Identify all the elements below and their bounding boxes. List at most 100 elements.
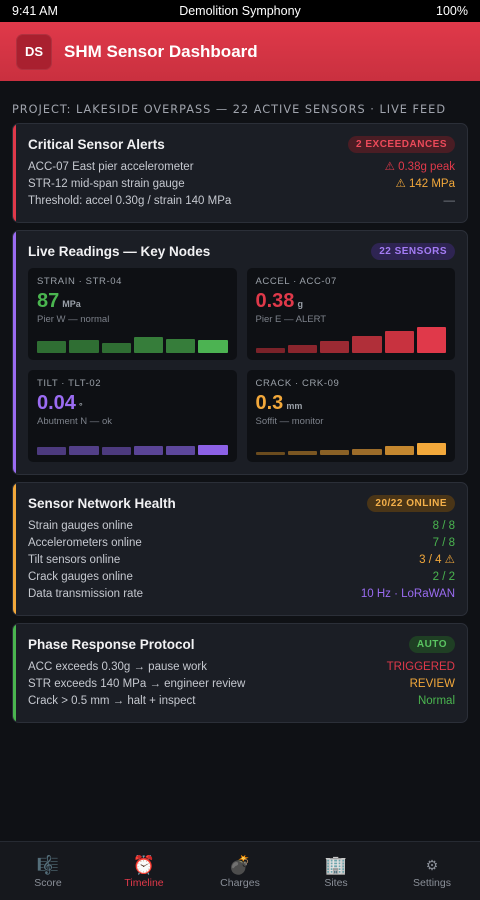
- alerts-card[interactable]: Critical Sensor Alerts 2 EXCEEDANCES ACC…: [12, 123, 468, 223]
- tile-sparkbars: [37, 327, 228, 353]
- tile-sparkbars: [255, 327, 446, 353]
- protocol-row-value: REVIEW: [409, 678, 455, 690]
- network-row-label: Crack gauges online: [28, 571, 133, 583]
- tab-label: Score: [34, 877, 62, 889]
- spark-bar: [287, 345, 317, 353]
- reading-tile[interactable]: ACCEL · ACC-07 0.38 g Pier E — ALERT: [246, 268, 455, 360]
- protocol-row-label: STR exceeds 140 MPa → engineer review: [28, 678, 246, 690]
- status-bar: 9:41 AM Demolition Symphony 100%: [0, 0, 480, 22]
- protocol-row: Crack > 0.5 mm → halt + inspect Normal: [28, 693, 455, 710]
- spark-bar: [133, 445, 163, 455]
- spark-bar: [133, 337, 163, 353]
- protocol-row-value: TRIGGERED: [386, 661, 455, 673]
- alert-row: ACC-07 East pier accelerometer ⚠ 0.38g pe…: [28, 159, 455, 176]
- spark-bar: [320, 341, 350, 353]
- tab-timeline[interactable]: ⏰ Timeline: [96, 842, 192, 900]
- tile-value: 0.04: [37, 392, 76, 414]
- alert-row-value: ⚠ 0.38g peak: [384, 161, 455, 173]
- protocol-row: ACC exceeds 0.30g → pause work TRIGGERED: [28, 659, 455, 676]
- reading-tile[interactable]: STRAIN · STR-04 87 MPa Pier W — normal: [28, 268, 237, 360]
- tile-value: 0.3: [255, 392, 284, 414]
- network-row-value: 10 Hz · LoRaWAN: [360, 588, 455, 600]
- status-battery: 100%: [436, 4, 468, 18]
- page-title: SHM Sensor Dashboard: [64, 41, 258, 61]
- alert-row-label: Threshold: accel 0.30g / strain 140 MPa: [28, 195, 232, 207]
- spark-bar: [198, 444, 228, 455]
- spark-bar: [255, 452, 285, 455]
- spark-bar: [69, 340, 99, 353]
- bottom-tab-bar: 🎼 Score ⏰ Timeline 💣 Charges 🏢 Sites ⚙ Settings: [0, 841, 480, 900]
- tile-unit: mm: [286, 401, 303, 411]
- tile-label: STRAIN · STR-04: [37, 276, 123, 287]
- tile-status: Pier E — ALERT: [255, 314, 327, 325]
- spark-bar: [352, 448, 382, 455]
- tile-value-row: 0.38 g: [256, 290, 447, 313]
- alert-row: STR-12 mid-span strain gauge ⚠ 142 MPa: [28, 176, 455, 193]
- network-row-label: Tilt sensors online: [28, 554, 121, 566]
- tile-label: CRACK · CRK-09: [255, 378, 340, 389]
- spark-bar: [101, 447, 131, 455]
- app-header: DS SHM Sensor Dashboard: [0, 22, 480, 81]
- spark-bar: [166, 338, 196, 353]
- alert-row-value: —: [443, 195, 456, 207]
- spark-bar: [416, 327, 446, 353]
- timeline-icon: ⏰: [132, 855, 156, 875]
- network-row: Strain gauges online 8 / 8: [28, 518, 455, 535]
- tab-label: Charges: [220, 877, 260, 889]
- tile-sparkbars: [37, 429, 228, 455]
- protocol-title: Phase Response Protocol: [28, 637, 195, 652]
- network-row-label: Accelerometers online: [28, 537, 142, 549]
- network-row-label: Strain gauges online: [28, 520, 133, 532]
- app-logo: DS: [16, 33, 52, 70]
- tile-status: Abutment N — ok: [37, 416, 112, 427]
- reading-tile[interactable]: CRACK · CRK-09 0.3 mm Soffit — monitor: [246, 370, 455, 462]
- spark-bar: [384, 330, 414, 353]
- tile-value-row: 0.04 °: [37, 392, 228, 415]
- protocol-row-value: Normal: [417, 695, 455, 707]
- tile-status: Soffit — monitor: [255, 416, 324, 427]
- charges-icon: 💣: [228, 855, 252, 875]
- spark-bar: [384, 445, 414, 455]
- project-summary: PROJECT: LAKESIDE OVERPASS — 22 ACTIVE S…: [12, 103, 447, 116]
- alert-row-label: ACC-07 East pier accelerometer: [28, 161, 194, 173]
- readings-card[interactable]: Live Readings — Key Nodes 22 SENSORS STR…: [12, 230, 468, 475]
- spark-bar: [166, 445, 196, 455]
- tab-score[interactable]: 🎼 Score: [0, 842, 96, 900]
- network-row-label: Data transmission rate: [28, 588, 144, 600]
- tile-sparkbars: [255, 429, 446, 455]
- tile-value-row: 87 MPa: [37, 290, 228, 313]
- network-row-value: 3 / 4 ⚠: [419, 554, 455, 566]
- network-card[interactable]: Sensor Network Health 20/22 ONLINE Strai…: [12, 482, 468, 616]
- readings-title: Live Readings — Key Nodes: [28, 244, 211, 259]
- tile-label: TILT · TLT-02: [37, 378, 102, 389]
- tab-label: Sites: [324, 877, 348, 889]
- reading-tile[interactable]: TILT · TLT-02 0.04 ° Abutment N — ok: [28, 370, 237, 462]
- tile-value-row: 0.3 mm: [256, 392, 447, 415]
- tab-settings[interactable]: ⚙ Settings: [384, 842, 480, 900]
- protocol-card[interactable]: Phase Response Protocol AUTO ACC exceeds…: [12, 623, 468, 723]
- spark-bar: [69, 445, 99, 455]
- tab-sites[interactable]: 🏢 Sites: [288, 842, 384, 900]
- spark-bar: [37, 447, 67, 455]
- network-row: Accelerometers online 7 / 8: [28, 535, 455, 552]
- network-title: Sensor Network Health: [28, 496, 176, 511]
- protocol-row: STR exceeds 140 MPa → engineer review REV…: [28, 676, 455, 693]
- spark-bar: [287, 451, 317, 455]
- tab-charges[interactable]: 💣 Charges: [192, 842, 288, 900]
- alert-row-value: ⚠ 142 MPa: [395, 178, 455, 190]
- tile-label: ACCEL · ACC-07: [255, 276, 337, 287]
- tile-value: 87: [37, 290, 60, 312]
- spark-bar: [101, 342, 131, 353]
- tile-value: 0.38: [255, 290, 295, 312]
- alert-row: Threshold: accel 0.30g / strain 140 MPa —: [28, 193, 455, 210]
- spark-bar: [255, 347, 285, 353]
- spark-bar: [352, 336, 382, 353]
- network-row: Crack gauges online 2 / 2: [28, 569, 455, 586]
- tile-unit: MPa: [62, 299, 81, 309]
- auto-badge: AUTO: [408, 636, 455, 653]
- spark-bar: [320, 449, 350, 455]
- tile-status: Pier W — normal: [37, 314, 110, 325]
- spark-bar: [416, 443, 446, 455]
- alert-row-label: STR-12 mid-span strain gauge: [28, 178, 185, 190]
- exceedances-badge: 2 EXCEEDANCES: [348, 136, 455, 153]
